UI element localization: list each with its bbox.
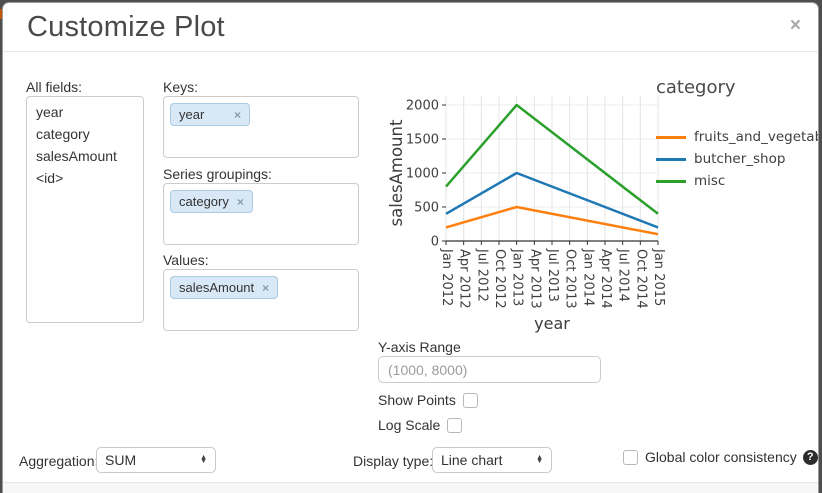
legend-series-label: misc: [694, 173, 726, 189]
legend-title: category: [656, 77, 736, 98]
close-icon[interactable]: ×: [789, 15, 801, 36]
series-groupings-label: Series groupings:: [163, 166, 272, 182]
svg-text:Jan 2012: Jan 2012: [439, 248, 454, 306]
svg-text:salesAmount: salesAmount: [387, 119, 406, 226]
values-label: Values:: [163, 252, 209, 268]
pill-label: year: [179, 107, 205, 122]
aggregation-select[interactable]: SUM ▲ ▼: [96, 447, 216, 473]
background-page-artifact: [0, 9, 3, 19]
all-fields-label: All fields:: [26, 79, 83, 95]
svg-text:Jan 2013: Jan 2013: [510, 248, 525, 306]
dialog-footer: [3, 482, 818, 493]
dialog-title: Customize Plot: [27, 11, 225, 43]
svg-text:Oct 2014: Oct 2014: [633, 249, 648, 309]
plot-preview-canvas: 0 500 1000 1500 2000 Jan 2012 Apr 2012 Jul 2012…: [387, 96, 666, 333]
svg-text:Jul 2014: Jul 2014: [616, 248, 631, 302]
legend-series-label: fruits_and_vegetables: [694, 129, 818, 145]
series-groupings-dropbox[interactable]: category ×: [163, 183, 359, 245]
log-scale-checkbox[interactable]: [447, 417, 463, 433]
values-dropbox[interactable]: salesAmount ×: [163, 269, 359, 331]
global-color-option: Global color consistency ?: [623, 449, 818, 465]
keys-label: Keys:: [163, 79, 199, 95]
svg-text:Oct 2013: Oct 2013: [563, 249, 578, 309]
field-pill[interactable]: category ×: [170, 190, 253, 213]
field-item[interactable]: salesAmount: [36, 148, 117, 164]
svg-text:0: 0: [431, 235, 439, 250]
field-pill[interactable]: salesAmount ×: [170, 276, 279, 299]
svg-text:Oct 2012: Oct 2012: [492, 249, 507, 309]
global-color-checkbox[interactable]: [623, 449, 638, 465]
legend-line-swatch: [656, 135, 686, 139]
select-stepper-icon: ▲ ▼: [536, 454, 543, 465]
y-axis-range-label: Y-axis Range: [378, 339, 461, 355]
select-stepper-icon: ▲ ▼: [200, 454, 207, 465]
field-item[interactable]: year: [36, 104, 64, 120]
dialog-header: Customize Plot ×: [3, 3, 818, 52]
svg-text:Apr 2013: Apr 2013: [527, 249, 542, 309]
aggregation-selected-value: SUM: [105, 452, 137, 468]
legend-item: fruits_and_vegetables: [656, 129, 818, 145]
all-fields-list[interactable]: year category salesAmount <id>: [26, 96, 144, 323]
svg-text:Jul 2013: Jul 2013: [545, 248, 560, 302]
svg-text:Jan 2014: Jan 2014: [580, 248, 595, 306]
show-points-label: Show Points: [378, 392, 456, 408]
log-scale-label: Log Scale: [378, 417, 441, 433]
display-type-selected-value: Line chart: [441, 452, 503, 468]
display-type-select[interactable]: Line chart ▲ ▼: [432, 447, 552, 473]
svg-text:Jul 2012: Jul 2012: [474, 248, 489, 302]
show-points-option: Show Points: [378, 392, 478, 408]
svg-text:Apr 2012: Apr 2012: [457, 249, 472, 309]
pill-label: salesAmount: [179, 280, 255, 295]
aggregation-label: Aggregation:: [19, 453, 99, 469]
legend-line-swatch: [656, 157, 686, 161]
pill-remove-icon[interactable]: ×: [262, 280, 270, 295]
field-pill[interactable]: year ×: [170, 103, 250, 126]
keys-dropbox[interactable]: year ×: [163, 96, 359, 158]
pill-remove-icon[interactable]: ×: [236, 194, 244, 209]
svg-text:Apr 2014: Apr 2014: [598, 249, 613, 309]
field-item[interactable]: category: [36, 126, 90, 142]
help-question-icon[interactable]: ?: [802, 449, 818, 465]
svg-text:1500: 1500: [406, 133, 439, 148]
legend-line-swatch: [656, 179, 686, 183]
display-type-label: Display type:: [353, 453, 434, 469]
svg-text:Jan 2015: Jan 2015: [651, 248, 666, 306]
svg-text:500: 500: [414, 201, 439, 216]
log-scale-option: Log Scale: [378, 417, 463, 433]
legend-item: butcher_shop: [656, 151, 818, 167]
svg-text:1000: 1000: [406, 167, 439, 182]
chart-legend: category fruits_and_vegetables butcher_sh…: [656, 77, 818, 195]
legend-item: misc: [656, 173, 818, 189]
pill-remove-icon[interactable]: ×: [233, 107, 241, 122]
y-axis-range-input[interactable]: [378, 356, 601, 383]
field-item[interactable]: <id>: [36, 170, 64, 186]
svg-text:year: year: [534, 314, 570, 333]
global-color-label: Global color consistency: [645, 449, 797, 465]
svg-text:2000: 2000: [406, 99, 439, 114]
legend-series-label: butcher_shop: [694, 151, 786, 167]
pill-label: category: [179, 194, 229, 209]
show-points-checkbox[interactable]: [462, 392, 478, 408]
